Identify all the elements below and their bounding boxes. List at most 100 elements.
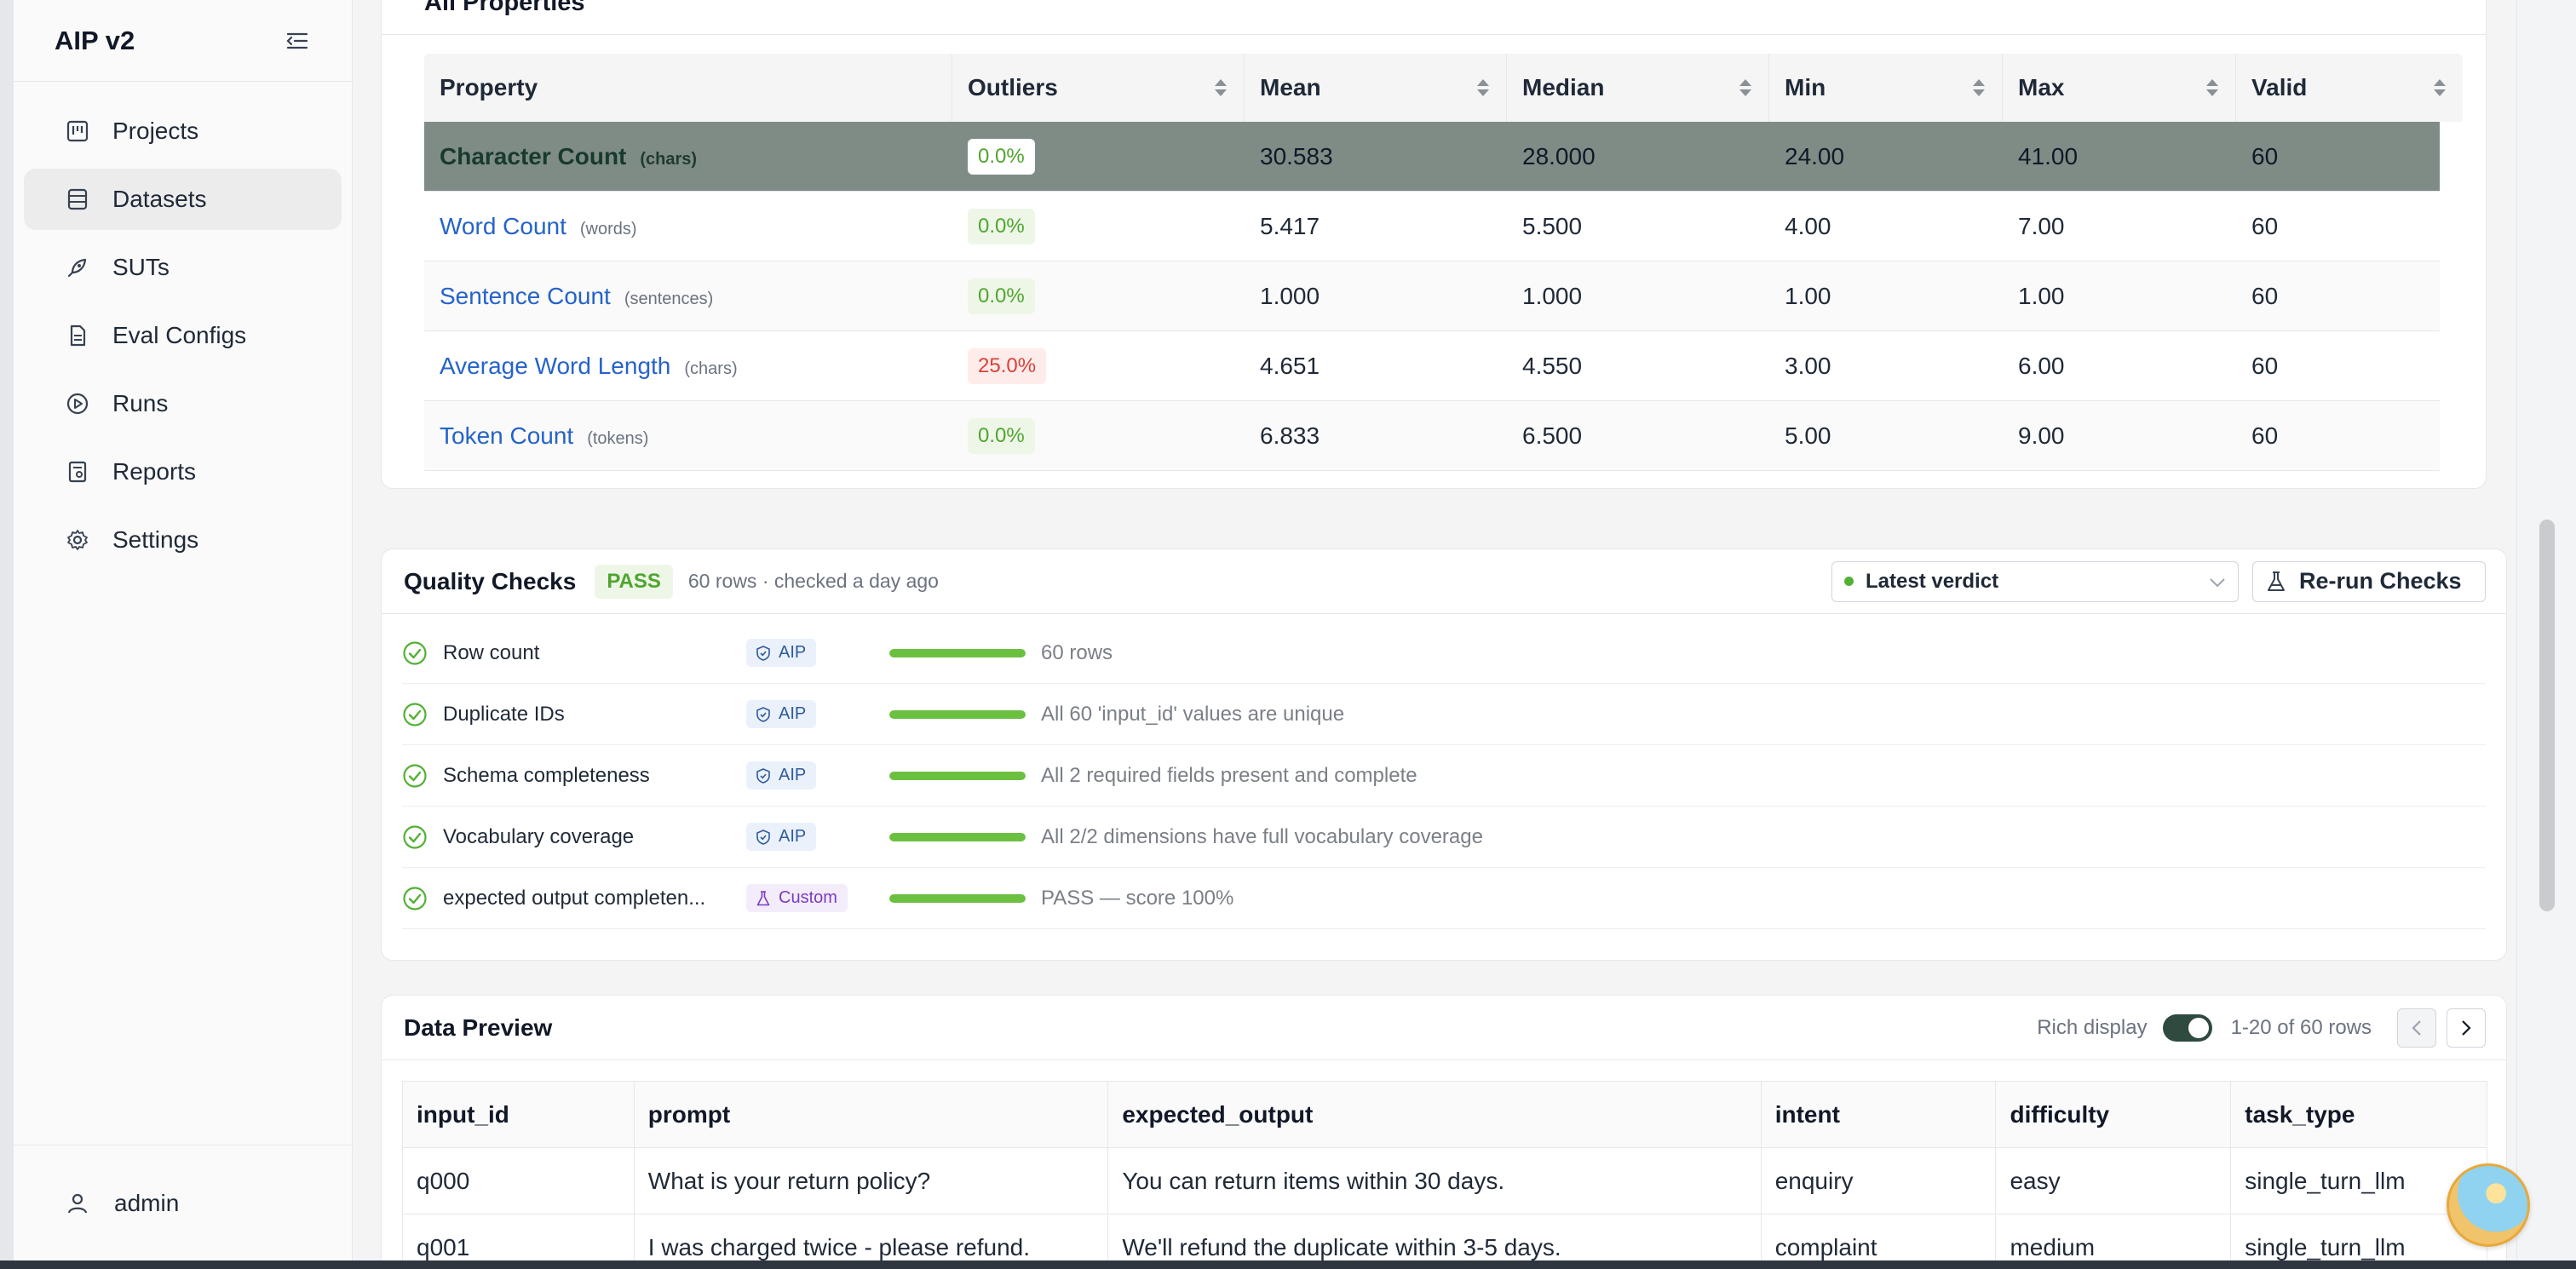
rocket-icon (65, 255, 90, 280)
valid-value: 60 (2251, 352, 2279, 379)
previous-page-button[interactable] (2397, 1008, 2436, 1048)
sort-icon[interactable] (1213, 76, 1228, 100)
collapse-sidebar-icon[interactable] (282, 26, 313, 56)
property-name-link[interactable]: Sentence Count (440, 282, 611, 309)
column-header-mean[interactable]: Mean (1245, 54, 1507, 122)
column-header-property[interactable]: Property (424, 54, 952, 122)
next-page-button[interactable] (2447, 1008, 2486, 1048)
rich-display-toggle[interactable] (2162, 1013, 2212, 1042)
progress-bar-fill (889, 648, 1026, 657)
source-badge: AIP (746, 761, 817, 790)
mean-value: 6.833 (1260, 422, 1320, 449)
chevron-down-icon (2209, 570, 2226, 594)
column-header-valid[interactable]: Valid (2236, 54, 2463, 122)
rerun-checks-button[interactable]: Re-run Checks (2252, 560, 2486, 602)
table-row[interactable]: Average Word Length (chars) 25.0% 4.651 4… (424, 331, 2440, 401)
property-unit: (chars) (640, 149, 698, 169)
sort-icon[interactable] (1971, 76, 1987, 100)
min-value: 4.00 (1785, 212, 1831, 239)
table-row[interactable]: Character Count (chars) 0.0% 30.583 28.00… (424, 122, 2440, 192)
column-header: intent (1761, 1082, 1997, 1147)
quality-checks-title: Quality Checks (404, 567, 577, 594)
status-badge: PASS (595, 564, 673, 599)
max-value: 1.00 (2018, 282, 2065, 309)
user-name: admin (114, 1189, 180, 1216)
sidebar-item-settings[interactable]: Settings (24, 509, 342, 571)
scrollbar-thumb[interactable] (2539, 520, 2555, 911)
property-name-link[interactable]: Token Count (440, 422, 574, 449)
property-name-link[interactable]: Average Word Length (440, 352, 671, 379)
table-row[interactable]: q000 What is your return policy? You can… (403, 1148, 2487, 1214)
verdict-select[interactable]: Latest verdict (1831, 560, 2239, 602)
check-detail: All 60 'input_id' values are unique (1041, 702, 1345, 726)
sort-icon[interactable] (1738, 76, 1753, 100)
column-header: difficulty (1996, 1082, 2232, 1147)
sort-icon[interactable] (2432, 76, 2447, 100)
column-label: Max (2018, 74, 2065, 100)
status-dot (1844, 577, 1854, 586)
sidebar-item-datasets[interactable]: Datasets (24, 169, 342, 230)
check-circle-icon (402, 702, 428, 727)
check-name: Row count (443, 640, 540, 664)
column-label: Mean (1260, 74, 1321, 100)
sidebar-item-label: Reports (112, 458, 197, 485)
sidebar-item-label: Datasets (112, 186, 207, 212)
valid-value: 60 (2251, 212, 2279, 239)
sidebar-header: AIP v2 (14, 0, 352, 82)
user-icon (65, 1191, 90, 1216)
table-cell: You can return items within 30 days. (1108, 1148, 1762, 1214)
check-circle-icon (402, 824, 428, 850)
sidebar-item-projects[interactable]: Projects (24, 100, 342, 162)
column-header-min[interactable]: Min (1769, 54, 2003, 122)
valid-value: 60 (2251, 422, 2279, 449)
sort-icon[interactable] (1475, 76, 1491, 100)
column-header: expected_output (1108, 1082, 1762, 1147)
table-cell: We'll refund the duplicate within 3-5 da… (1108, 1214, 1762, 1260)
max-value: 41.00 (2018, 142, 2079, 169)
list-item: Schema completeness AIP All 2 required f… (402, 745, 2486, 807)
verdict-select-value: Latest verdict (1866, 569, 1999, 593)
chevron-right-icon (2462, 1019, 2471, 1036)
sort-icon[interactable] (2205, 76, 2220, 100)
check-detail: All 2/2 dimensions have full vocabulary … (1041, 824, 1483, 848)
outliers-badge: 25.0% (968, 347, 1047, 384)
sidebar-item-reports[interactable]: Reports (24, 441, 342, 502)
data-preview-card: Data Preview Rich display 1-20 of 60 row… (381, 995, 2507, 1260)
source-badge-label: AIP (779, 827, 807, 846)
check-circle-icon (402, 886, 428, 911)
sidebar-item-label: Runs (112, 390, 169, 416)
mean-value: 1.000 (1260, 282, 1320, 309)
table-row[interactable]: Word Count (words) 0.0% 5.417 5.500 4.00 … (424, 192, 2440, 261)
sidebar-item-suts[interactable]: SUTs (24, 237, 342, 298)
user-menu[interactable]: admin (14, 1145, 353, 1260)
column-header-outliers[interactable]: Outliers (952, 54, 1245, 122)
property-name-link[interactable]: Word Count (440, 212, 566, 239)
progress-bar (889, 648, 1026, 657)
column-header: prompt (634, 1082, 1109, 1147)
quality-checks-meta: 60 rows · checked a day ago (687, 570, 939, 592)
table-cell: q001 (403, 1214, 635, 1260)
properties-card: All Properties Property Outliers Mean Me… (381, 0, 2487, 489)
assistant-avatar[interactable] (2447, 1163, 2530, 1247)
sidebar-item-runs[interactable]: Runs (24, 373, 342, 434)
property-name-link[interactable]: Character Count (440, 142, 627, 169)
source-badge-label: AIP (779, 643, 807, 662)
list-item: Duplicate IDs AIP All 60 'input_id' valu… (402, 684, 2486, 745)
sidebar-item-eval-configs[interactable]: Eval Configs (24, 305, 342, 366)
gear-icon (65, 527, 90, 553)
column-header-max[interactable]: Max (2003, 54, 2236, 122)
check-circle-icon (402, 763, 428, 789)
outliers-badge: 0.0% (968, 208, 1035, 244)
table-cell: What is your return policy? (635, 1148, 1109, 1214)
table-header: input_id prompt expected_output intent d… (403, 1082, 2487, 1148)
table-row[interactable]: Sentence Count (sentences) 0.0% 1.000 1.0… (424, 261, 2440, 331)
progress-bar (889, 771, 1026, 780)
column-header-median[interactable]: Median (1507, 54, 1769, 122)
page-scrollbar[interactable] (2516, 0, 2576, 1269)
quality-checks-header: Quality Checks PASS 60 rows · checked a … (382, 549, 2506, 614)
app-title: AIP v2 (55, 25, 135, 55)
median-value: 4.550 (1522, 352, 1583, 379)
check-name: Vocabulary coverage (443, 824, 635, 848)
table-row[interactable]: Token Count (tokens) 0.0% 6.833 6.500 5.0… (424, 401, 2440, 471)
table-row[interactable]: q001 I was charged twice - please refund… (403, 1214, 2487, 1260)
